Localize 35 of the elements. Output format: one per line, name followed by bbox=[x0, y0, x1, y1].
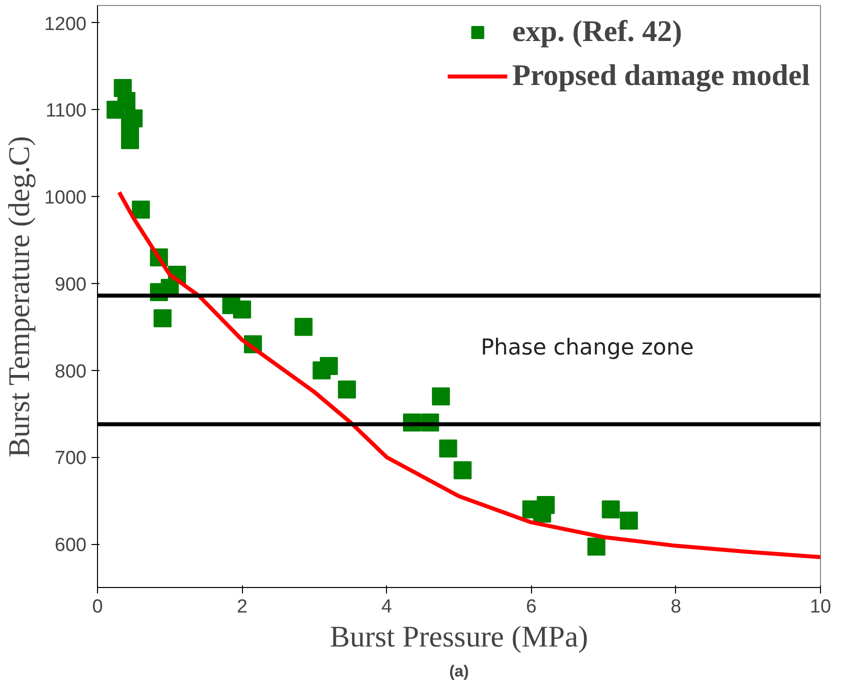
x-tick-label: 6 bbox=[526, 596, 537, 618]
point bbox=[294, 318, 313, 336]
legend-label: exp. (Ref. 42) bbox=[512, 15, 682, 49]
line-series bbox=[117, 190, 820, 560]
y-tick-label: 1000 bbox=[44, 188, 87, 209]
y-axis-title: Burst Temperature (deg.C) bbox=[3, 136, 36, 458]
x-tick-label: 8 bbox=[670, 596, 682, 618]
y-tick-label: 700 bbox=[54, 448, 86, 470]
point bbox=[620, 512, 638, 530]
point bbox=[432, 387, 450, 406]
x-tick-label: 4 bbox=[381, 596, 392, 618]
x-tick-label: 2 bbox=[236, 596, 248, 618]
point bbox=[121, 131, 140, 150]
point bbox=[124, 109, 143, 128]
text: (a) bbox=[449, 664, 469, 680]
annotation: Phase change zone bbox=[480, 336, 694, 361]
y-tick-label: 800 bbox=[54, 361, 86, 382]
point bbox=[439, 440, 458, 458]
y-tick-label: 1200 bbox=[44, 14, 87, 35]
point bbox=[154, 309, 172, 328]
y-tick-label: 600 bbox=[54, 535, 86, 556]
x-tick-label: 0 bbox=[92, 596, 103, 618]
point bbox=[320, 356, 338, 375]
point bbox=[132, 200, 150, 219]
point bbox=[454, 461, 472, 480]
point bbox=[338, 380, 356, 398]
x-axis-title: Burst Pressure (MPa) bbox=[330, 620, 588, 654]
x-tick-label: 10 bbox=[810, 596, 832, 618]
point bbox=[233, 300, 252, 319]
point bbox=[602, 500, 620, 518]
y-tick-label: 1100 bbox=[46, 100, 86, 122]
legend-label: Propsed damage model bbox=[512, 59, 810, 93]
point bbox=[587, 538, 606, 556]
y-tick-label: 900 bbox=[54, 274, 86, 296]
point bbox=[117, 92, 136, 110]
